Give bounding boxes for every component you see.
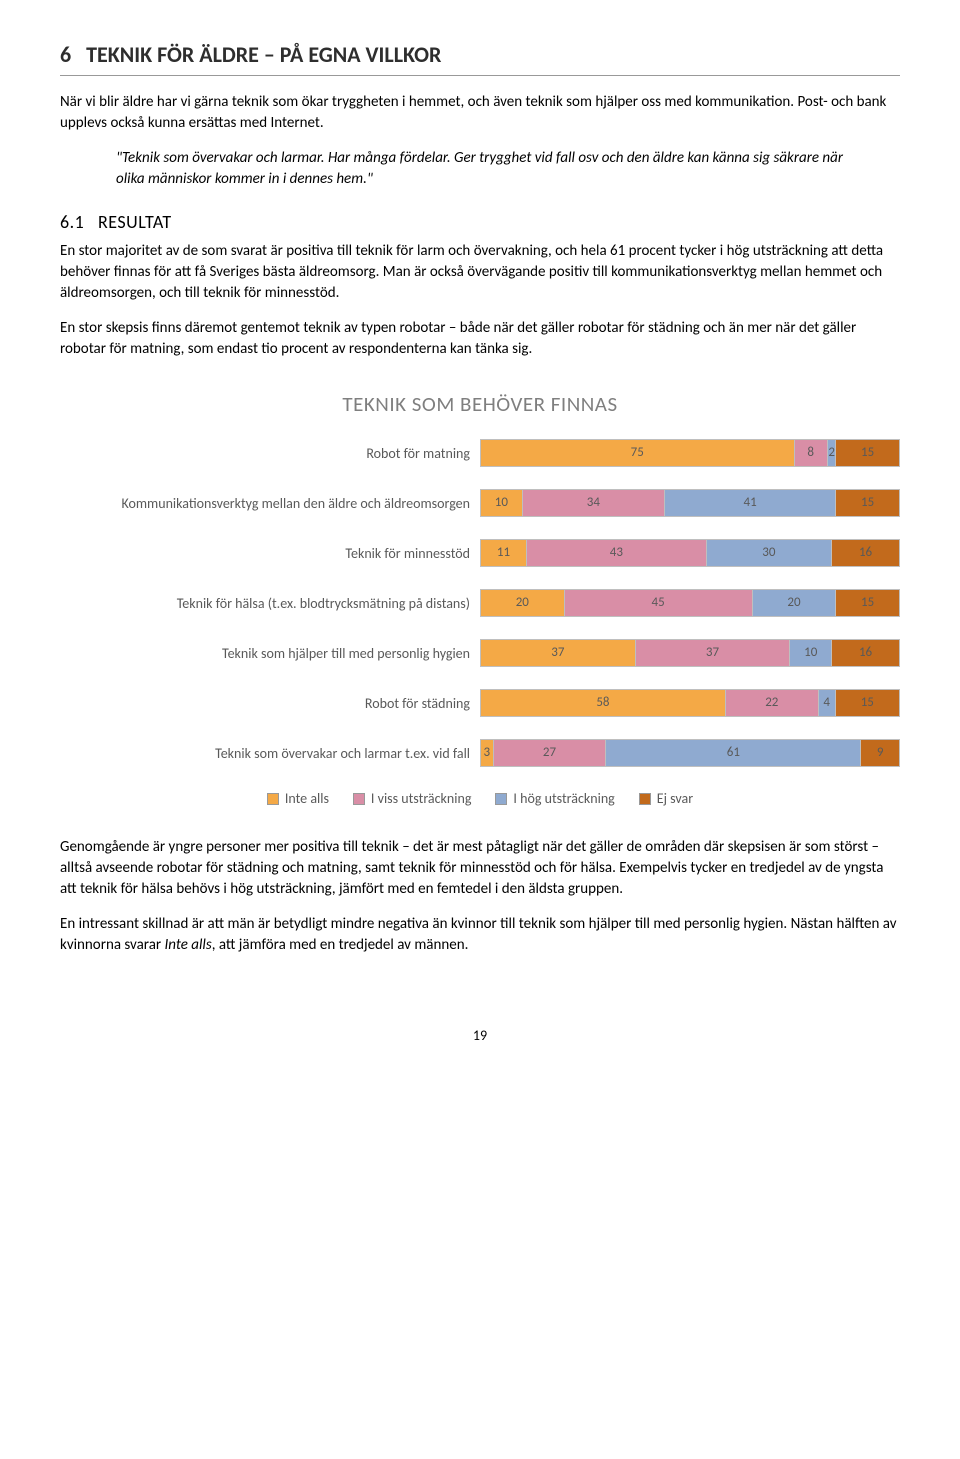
bar-segment: 27 <box>494 740 607 766</box>
bar-segment: 58 <box>481 690 726 716</box>
bar-segment: 15 <box>836 440 899 466</box>
chart-title: TEKNIK SOM BEHÖVER FINNAS <box>60 390 900 419</box>
bar-segment: 30 <box>707 540 832 566</box>
bar-row: Teknik som övervakar och larmar t.ex. vi… <box>60 739 900 767</box>
bar-label: Robot för städning <box>60 694 480 714</box>
legend-label: I hög utsträckning <box>513 789 614 809</box>
legend-item: Ej svar <box>639 789 693 809</box>
bar-label: Kommunikationsverktyg mellan den äldre o… <box>60 494 480 514</box>
bar-segment: 16 <box>832 540 899 566</box>
bar-row: Teknik som hjälper till med personlig hy… <box>60 639 900 667</box>
subheading-rest: ESULTAT <box>108 211 171 233</box>
p5-part-c: , att jämföra med en tredjedel av männen… <box>212 936 469 954</box>
legend-label: Ej svar <box>657 789 693 809</box>
bar-segment: 20 <box>753 590 837 616</box>
legend-swatch <box>267 793 279 805</box>
chart-legend: Inte alls I viss utsträckning I hög utst… <box>60 789 900 809</box>
bar-segment: 2 <box>828 440 836 466</box>
bar-label: Teknik som hjälper till med personlig hy… <box>60 644 480 664</box>
bar-track: 10344115 <box>480 489 900 517</box>
bar-segment: 43 <box>527 540 707 566</box>
heading-rest: EKNIK FÖR ÄLDRE – PÅ EGNA VILLKOR <box>97 41 441 68</box>
bar-segment: 4 <box>819 690 836 716</box>
bar-segment: 8 <box>795 440 828 466</box>
p5-italic: Inte alls <box>165 936 212 954</box>
bar-label: Robot för matning <box>60 444 480 464</box>
heading-first-letter: T <box>86 41 97 68</box>
page-number: 19 <box>60 1026 900 1046</box>
bar-track: 758215 <box>480 439 900 467</box>
legend-item: I hög utsträckning <box>495 789 614 809</box>
subsection-heading: 6.1 RESULTAT <box>60 210 900 235</box>
bar-segment: 15 <box>836 490 899 516</box>
bar-row: Teknik för hälsa (t.ex. blodtrycksmätnin… <box>60 589 900 617</box>
paragraph-result-2: En stor skepsis finns däremot gentemot t… <box>60 318 900 360</box>
bar-track: 11433016 <box>480 539 900 567</box>
paragraph-analysis-1: Genomgående är yngre personer mer positi… <box>60 837 900 900</box>
bar-segment: 75 <box>481 440 795 466</box>
legend-label: Inte alls <box>285 789 329 809</box>
quote-block: "Teknik som övervakar och larmar. Har må… <box>116 148 900 190</box>
bar-segment: 15 <box>836 590 899 616</box>
bar-segment: 61 <box>606 740 861 766</box>
bar-row: Teknik för minnesstöd11433016 <box>60 539 900 567</box>
bar-label: Teknik som övervakar och larmar t.ex. vi… <box>60 744 480 764</box>
bar-row: Kommunikationsverktyg mellan den äldre o… <box>60 489 900 517</box>
legend-swatch <box>639 793 651 805</box>
bar-track: 37371016 <box>480 639 900 667</box>
heading-number: 6 <box>60 41 71 68</box>
stacked-bar-chart: Robot för matning758215Kommunikationsver… <box>60 439 900 767</box>
section-heading: 6 TEKNIK FÖR ÄLDRE – PÅ EGNA VILLKOR <box>60 40 900 76</box>
bar-segment: 37 <box>636 640 791 666</box>
subheading-first-letter: R <box>98 211 108 233</box>
bar-segment: 34 <box>523 490 665 516</box>
bar-segment: 3 <box>481 740 494 766</box>
bar-segment: 9 <box>861 740 899 766</box>
legend-swatch <box>353 793 365 805</box>
paragraph-intro: När vi blir äldre har vi gärna teknik so… <box>60 92 900 134</box>
bar-segment: 20 <box>481 590 565 616</box>
legend-label: I viss utsträckning <box>371 789 472 809</box>
legend-item: Inte alls <box>267 789 329 809</box>
bar-row: Robot för matning758215 <box>60 439 900 467</box>
bar-segment: 10 <box>790 640 832 666</box>
bar-segment: 15 <box>836 690 899 716</box>
paragraph-result-1: En stor majoritet av de som svarat är po… <box>60 241 900 304</box>
subheading-number: 6.1 <box>60 211 84 233</box>
bar-track: 5822415 <box>480 689 900 717</box>
legend-item: I viss utsträckning <box>353 789 472 809</box>
bar-row: Robot för städning5822415 <box>60 689 900 717</box>
bar-segment: 37 <box>481 640 636 666</box>
bar-segment: 16 <box>832 640 899 666</box>
bar-segment: 45 <box>565 590 753 616</box>
bar-track: 327619 <box>480 739 900 767</box>
bar-segment: 22 <box>726 690 819 716</box>
legend-swatch <box>495 793 507 805</box>
bar-track: 20452015 <box>480 589 900 617</box>
paragraph-analysis-2: En intressant skillnad är att män är bet… <box>60 914 900 956</box>
bar-segment: 11 <box>481 540 527 566</box>
bar-segment: 10 <box>481 490 523 516</box>
bar-label: Teknik för hälsa (t.ex. blodtrycksmätnin… <box>60 594 480 614</box>
bar-segment: 41 <box>665 490 836 516</box>
bar-label: Teknik för minnesstöd <box>60 544 480 564</box>
